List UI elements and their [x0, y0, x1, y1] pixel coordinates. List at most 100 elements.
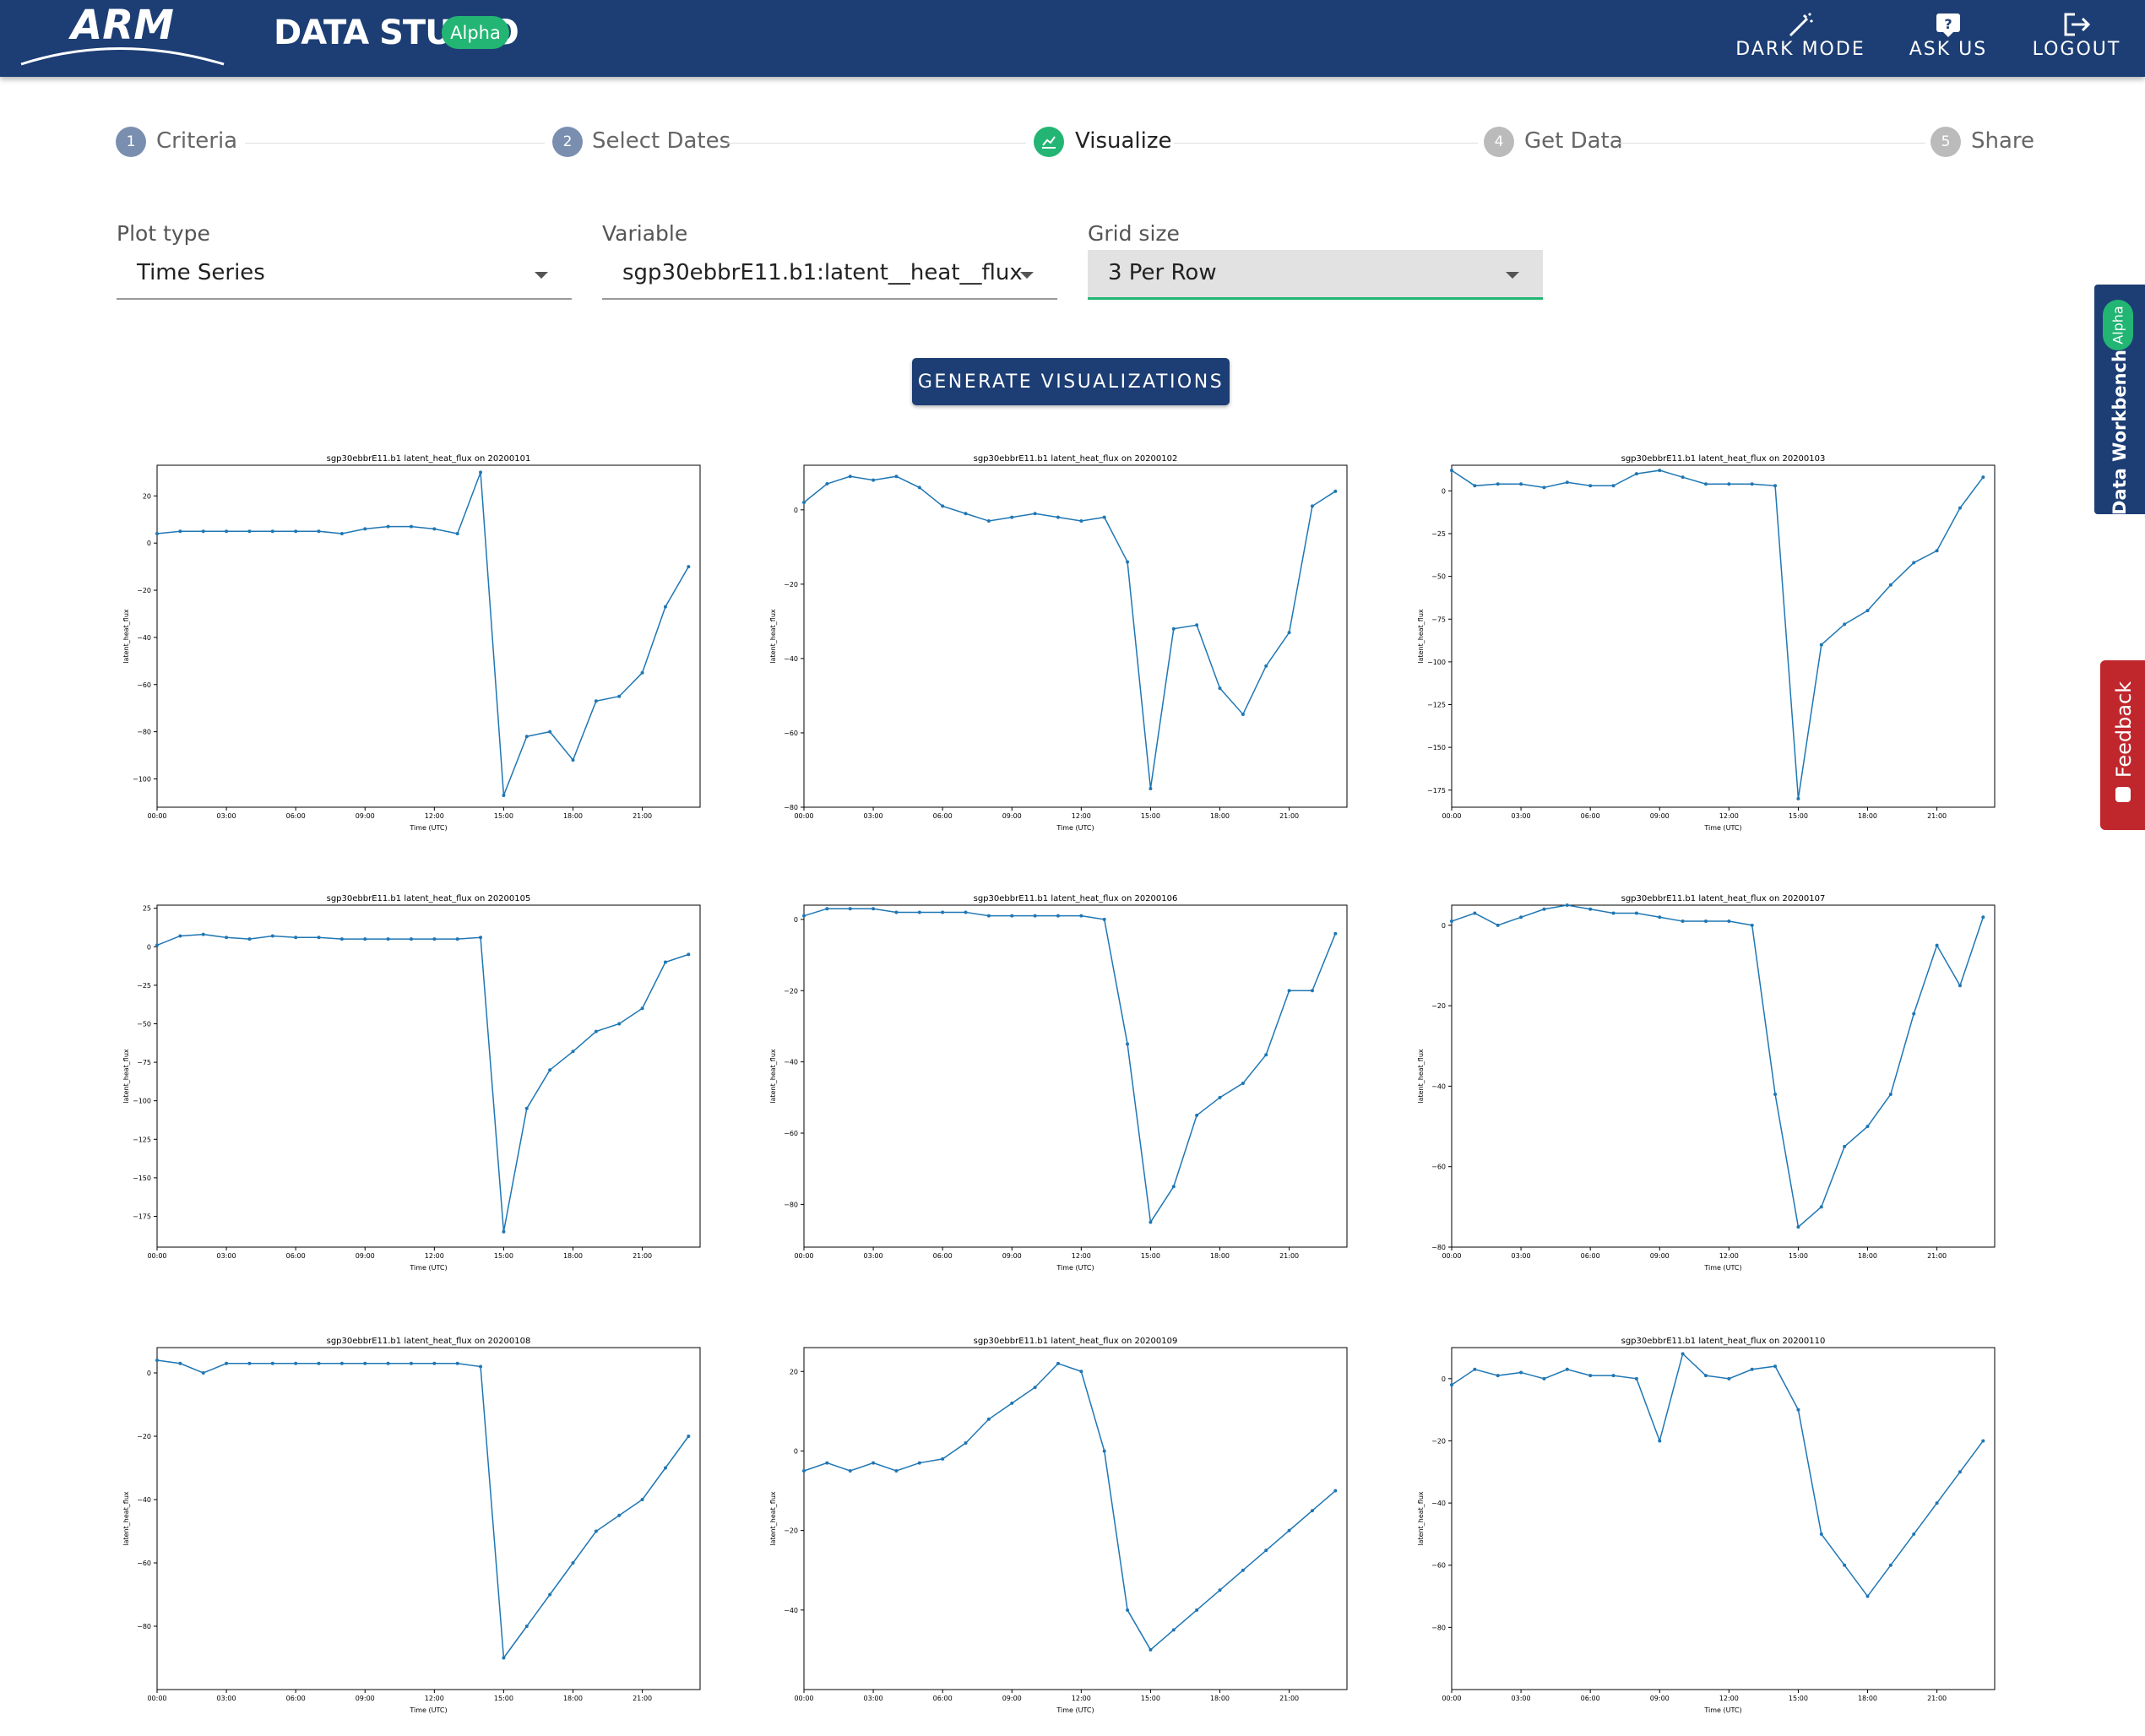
- y-tick-label: 0: [147, 943, 151, 951]
- data-point: [386, 937, 390, 941]
- ask-us[interactable]: ASK US: [1909, 39, 1988, 60]
- x-tick-label: 21:00: [1279, 812, 1299, 820]
- y-tick-label: 20: [790, 1368, 798, 1375]
- y-axis-label: latent_heat_flux: [122, 1049, 130, 1104]
- data-point: [1611, 484, 1616, 488]
- generate-button[interactable]: GENERATE VISUALIZATIONS: [912, 358, 1230, 405]
- x-tick-label: 21:00: [633, 812, 652, 820]
- select[interactable]: sgp30ebbrE11.b1:latent__heat__flux: [602, 250, 1057, 300]
- x-axis-label: Time (UTC): [1056, 1264, 1094, 1272]
- data-point: [317, 529, 321, 534]
- step-circle: [1034, 127, 1064, 157]
- x-tick-label: 18:00: [1210, 1252, 1230, 1260]
- field-label: Plot type: [117, 221, 210, 246]
- plot-frame: [1451, 464, 1996, 808]
- data-point: [1126, 560, 1130, 564]
- y-tick-label: −80: [784, 1201, 798, 1208]
- select[interactable]: 3 Per Row: [1088, 250, 1543, 300]
- x-tick-label: 18:00: [1210, 812, 1230, 820]
- dark-mode-icon: [1789, 12, 1814, 37]
- x-tick-label: 00:00: [794, 812, 813, 820]
- data-point: [663, 605, 667, 609]
- y-axis-label: latent_heat_flux: [769, 609, 777, 664]
- logout[interactable]: LOGOUT: [2032, 39, 2121, 60]
- data-point: [1912, 1012, 1916, 1016]
- data-point: [1727, 920, 1731, 924]
- step-circle: 5: [1931, 127, 1961, 157]
- dark-mode[interactable]: DARK MODE: [1735, 39, 1865, 60]
- data-point: [1981, 1439, 1985, 1443]
- step-label[interactable]: Select Dates: [592, 128, 731, 154]
- data-point: [1287, 631, 1291, 635]
- data-point: [941, 504, 945, 508]
- data-point: [225, 529, 229, 534]
- step-label[interactable]: Criteria: [156, 128, 238, 154]
- x-tick-label: 03:00: [217, 1695, 236, 1702]
- plot-frame: [803, 1347, 1348, 1690]
- series-line: [1451, 904, 1985, 1229]
- data-point: [1126, 1608, 1130, 1612]
- y-tick-label: −75: [137, 1059, 151, 1066]
- data-point: [1681, 475, 1685, 480]
- data-point: [548, 730, 552, 734]
- x-tick-label: 09:00: [1650, 1695, 1670, 1702]
- y-tick-label: −100: [1427, 659, 1446, 666]
- data-point: [848, 1468, 852, 1473]
- series-line: [156, 933, 689, 1232]
- logo[interactable]: ARM: [17, 3, 228, 71]
- x-tick-label: 00:00: [147, 1252, 166, 1260]
- data-point: [1079, 914, 1083, 918]
- data-point: [1773, 484, 1778, 488]
- data-point: [1819, 1205, 1823, 1209]
- data-point: [455, 532, 459, 535]
- x-tick-label: 03:00: [217, 812, 236, 820]
- data-point: [1935, 1501, 1939, 1505]
- data-point: [178, 1361, 182, 1365]
- y-axis-label: latent_heat_flux: [769, 1491, 777, 1546]
- x-tick-label: 12:00: [1072, 1695, 1091, 1702]
- data-point: [1981, 475, 1985, 480]
- data-point: [225, 936, 229, 940]
- x-tick-label: 09:00: [1650, 812, 1670, 820]
- data-point: [1287, 989, 1291, 993]
- data-point: [1473, 1367, 1477, 1371]
- data-point: [571, 1561, 575, 1565]
- data-point: [1010, 1401, 1014, 1405]
- data-point: [1264, 1549, 1268, 1553]
- data-point: [1010, 515, 1014, 519]
- y-tick-label: 0: [794, 507, 798, 514]
- y-tick-label: −50: [1431, 573, 1446, 581]
- chart: sgp30ebbrE11.b1 latent_heat_flux on 2020…: [1417, 894, 1996, 1272]
- select[interactable]: Time Series: [117, 250, 572, 300]
- data-point: [1264, 1053, 1268, 1057]
- data-point: [1819, 643, 1823, 647]
- ask-icon: ?: [1936, 14, 1960, 37]
- step-label[interactable]: Visualize: [1075, 128, 1172, 154]
- x-tick-label: 21:00: [1279, 1695, 1299, 1702]
- y-tick-label: −20: [1431, 1002, 1446, 1010]
- data-point: [594, 1529, 598, 1533]
- y-axis-label: latent_heat_flux: [122, 1491, 130, 1546]
- x-tick-label: 09:00: [1002, 1695, 1022, 1702]
- step-label[interactable]: Share: [1971, 128, 2035, 154]
- data-point: [502, 1656, 506, 1660]
- data-point: [1565, 903, 1569, 907]
- step-label[interactable]: Get Data: [1524, 128, 1623, 154]
- x-tick-label: 12:00: [1072, 812, 1091, 820]
- data-point: [1149, 1647, 1153, 1652]
- x-tick-label: 03:00: [1512, 812, 1531, 820]
- data-point: [1658, 1439, 1662, 1443]
- y-tick-label: −40: [1431, 1500, 1446, 1507]
- x-tick-label: 06:00: [286, 1252, 306, 1260]
- data-point: [1819, 1532, 1823, 1536]
- workbench-tab[interactable]: Alpha Data Workbench: [2094, 285, 2145, 515]
- x-axis-label: Time (UTC): [409, 824, 447, 832]
- x-tick-label: 15:00: [1789, 812, 1808, 820]
- x-tick-label: 06:00: [1581, 1695, 1600, 1702]
- x-tick-label: 06:00: [286, 1695, 306, 1702]
- data-point: [941, 910, 945, 914]
- feedback-tab[interactable]: Feedback: [2100, 660, 2145, 830]
- data-point: [1865, 1594, 1870, 1598]
- y-tick-label: 0: [1442, 487, 1446, 495]
